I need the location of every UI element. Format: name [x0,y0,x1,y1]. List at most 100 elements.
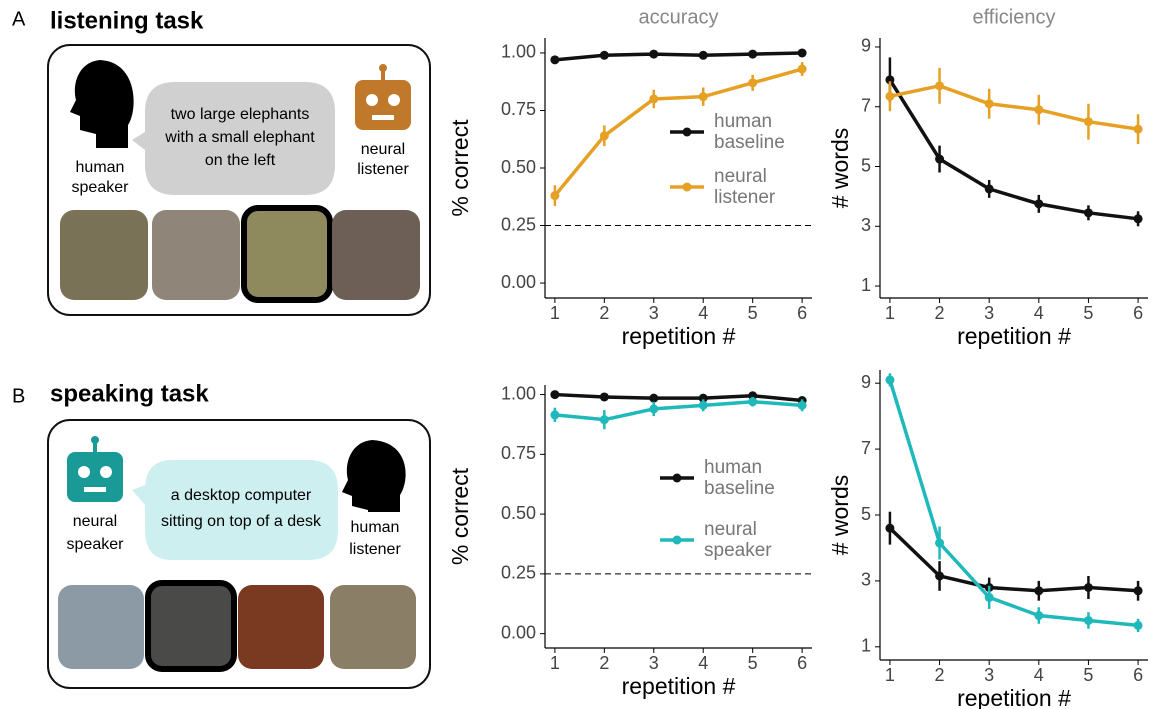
x-tick-label: 4 [1034,303,1044,323]
listener-label: listener [357,161,409,178]
y-tick-label: 3 [861,215,871,235]
speaker-label: neural [73,513,117,530]
point [885,91,895,101]
series-line [888,379,1139,628]
utterance: on the left [205,152,276,169]
point [748,78,758,88]
image-thumb [58,585,144,669]
speech-bubble [132,460,338,560]
legend-swatch [682,182,692,192]
x-tick-label: 6 [1133,303,1143,323]
point [1133,586,1143,596]
x-tick-label: 2 [935,303,945,323]
y-tick-label: 0.75 [501,443,536,463]
point [1133,214,1143,224]
point [698,92,708,102]
point [885,75,895,85]
point [599,415,609,425]
legend-label: human baseline [714,111,785,153]
point [550,390,560,400]
listener-label: neural [361,141,405,158]
legend-label: neural listener [714,166,776,208]
point [698,393,708,403]
y-tick-label: 5 [861,155,871,175]
point [649,393,659,403]
y-axis-label: % correct [447,119,473,217]
series-line [554,51,803,62]
robot-icon [67,436,123,502]
y-tick-label: 9 [861,36,871,56]
series-line [889,84,1139,131]
y-tick-label: 1.00 [501,383,536,403]
x-tick-label: 1 [550,653,560,673]
point [1133,620,1143,630]
point [935,154,945,164]
point [984,592,994,602]
x-tick-label: 1 [550,303,560,323]
y-tick-label: 5 [861,504,871,524]
x-tick-label: 1 [885,303,895,323]
point [599,392,609,402]
y-tick-label: 9 [861,372,871,392]
x-axis-label: repetition # [622,323,736,349]
panel-title: listening task [50,7,204,34]
x-tick-label: 3 [649,303,659,323]
x-tick-label: 5 [1083,303,1093,323]
image-thumb-target [145,580,237,672]
point [1133,124,1143,134]
image-thumb-target [241,205,333,303]
point [1034,199,1044,209]
x-tick-label: 6 [797,303,807,323]
x-axis-label: repetition # [622,673,736,699]
x-tick-label: 2 [599,653,609,673]
y-tick-label: 0.75 [501,99,536,119]
series-line [888,526,1139,593]
x-tick-label: 3 [649,653,659,673]
x-tick-label: 3 [984,665,994,685]
x-tick-label: 5 [748,653,758,673]
x-tick-label: 4 [698,303,708,323]
x-tick-label: 3 [984,303,994,323]
point [649,94,659,104]
x-tick-label: 5 [748,303,758,323]
legend-swatch [672,473,682,483]
y-tick-label: 0.25 [501,214,536,234]
point [797,48,807,58]
image-thumb [238,585,324,669]
y-tick-label: 0.25 [501,563,536,583]
utterance: sitting on top of a desk [161,513,322,530]
point [550,191,560,201]
x-tick-label: 1 [885,665,895,685]
y-tick-label: 1.00 [501,42,536,62]
image-thumb [332,210,420,300]
point [748,397,758,407]
y-tick-label: 0.00 [501,272,536,292]
legend-swatch [682,127,692,137]
x-tick-label: 6 [797,653,807,673]
point [885,375,895,385]
legend-label: human baseline [704,457,775,499]
y-tick-label: 0.50 [501,503,536,523]
point [698,50,708,60]
point [550,55,560,65]
point [1083,117,1093,127]
x-tick-label: 4 [698,653,708,673]
point [935,538,945,548]
utterance: two large elephants [171,106,310,123]
y-tick-label: 1 [861,275,871,295]
y-tick-label: 3 [861,570,871,590]
listener-label: listener [349,541,401,558]
silhouette [70,60,134,148]
point [984,184,994,194]
panel-letter: B [12,385,25,407]
y-tick-label: 0.00 [501,622,536,642]
legend-label: neural speaker [704,519,772,561]
image-thumb [330,585,416,669]
point [1034,611,1044,621]
silhouette [342,440,406,512]
listener-label: human [351,519,400,536]
point [550,410,560,420]
y-axis-label: # words [827,128,853,209]
x-tick-label: 5 [1083,665,1093,685]
